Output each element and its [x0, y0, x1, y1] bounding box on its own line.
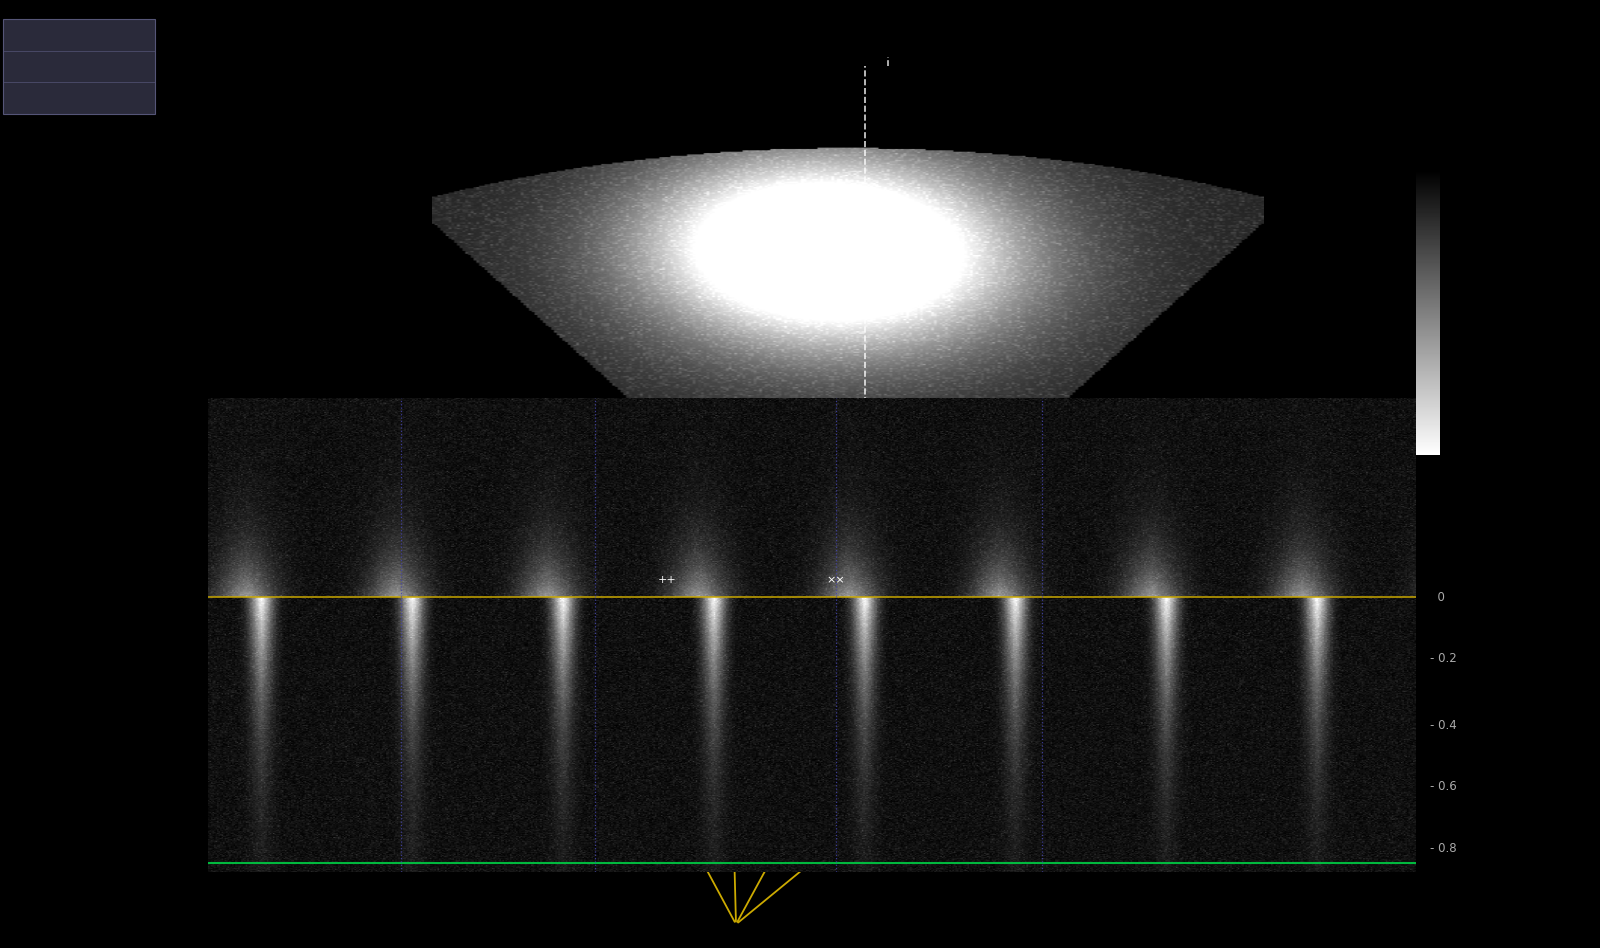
Text: - 0.8: - 0.8 [1430, 842, 1458, 855]
Text: 100 BPM: 100 BPM [1338, 406, 1398, 419]
Text: 3: 3 [11, 29, 19, 40]
Text: Time  58 ms: Time 58 ms [27, 93, 94, 103]
Text: ▲: ▲ [1179, 425, 1189, 438]
Text: 0: 0 [1430, 591, 1445, 604]
Text: Time  58 ms: Time 58 ms [27, 62, 94, 71]
Text: - 0.4: - 0.4 [1430, 719, 1458, 732]
FancyBboxPatch shape [3, 19, 155, 114]
Text: ▲: ▲ [523, 425, 533, 438]
Text: ▲: ▲ [883, 425, 893, 438]
Text: 2: 2 [11, 62, 19, 71]
Text: 1: 1 [11, 93, 19, 103]
Text: Time  58 ms: Time 58 ms [27, 29, 94, 40]
Text: ××: ×× [827, 575, 845, 586]
Text: - 0.2: - 0.2 [1430, 652, 1458, 665]
Text: ++: ++ [658, 575, 677, 586]
Text: + RVOT Accel Time    0.063 sec: + RVOT Accel Time 0.063 sec [960, 88, 1158, 101]
Text: +
m
/
s
-: + m / s - [1472, 582, 1480, 641]
Text: × RVOT Accel Time    0.054 sec: × RVOT Accel Time 0.054 sec [960, 117, 1158, 130]
Text: - 0.6: - 0.6 [1430, 780, 1458, 793]
